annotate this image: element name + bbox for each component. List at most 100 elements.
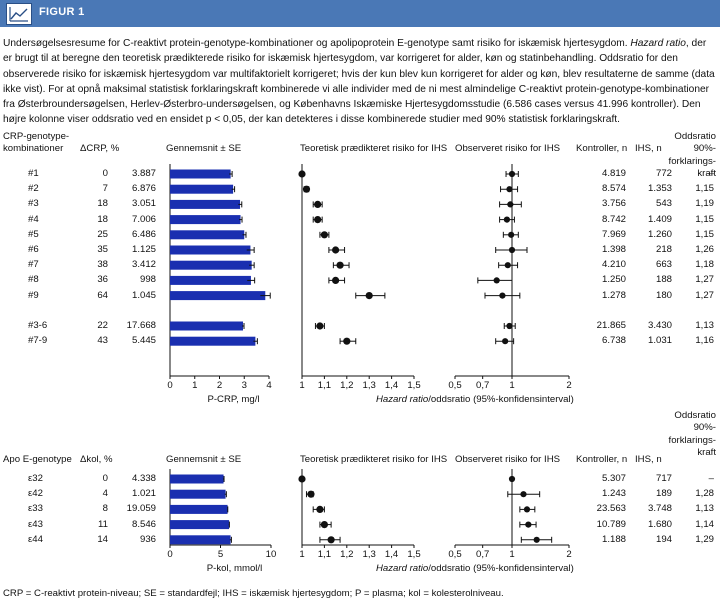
row-controls: 5.307	[601, 473, 626, 484]
mean-bar	[170, 489, 226, 499]
theoretical-point	[314, 200, 322, 208]
axis-label-italic: Hazard ratio	[376, 563, 429, 574]
mean-bar	[170, 321, 244, 331]
theoretical-point	[320, 231, 328, 239]
row-delta: 14	[97, 533, 108, 545]
row-controls: 21.865	[596, 320, 626, 331]
row-label: ε42	[28, 488, 43, 500]
row-controls: 1.398	[601, 244, 626, 255]
theoretical-point	[327, 536, 335, 544]
column-header-ihs: IHS, n	[635, 454, 662, 465]
row-n: 3.887	[131, 168, 156, 179]
row-delta: 18	[97, 198, 108, 210]
row-power: 1,14	[695, 518, 714, 530]
caption-segment: , der er brugt til at beregne den teoret…	[3, 38, 715, 126]
row-delta: 0	[102, 473, 108, 484]
column-header-controls: Kontroller, n	[576, 454, 628, 465]
row-label: #7-9	[28, 335, 48, 347]
row-power: 1,19	[695, 198, 714, 210]
row-ihs: 3.430	[647, 320, 672, 331]
row-ihs: 717	[655, 473, 672, 484]
row-controls: 1.243	[601, 488, 626, 500]
row-n: 3.051	[131, 198, 156, 210]
observed-tick-label: 2	[566, 380, 572, 391]
row-controls: 4.819	[601, 168, 626, 179]
theoretical-tick-label: 1,2	[340, 549, 354, 560]
bar-axis-label: P-kol, mmol/l	[206, 563, 263, 574]
row-n: 1.021	[131, 488, 156, 500]
theoretical-tick-label: 1	[299, 380, 305, 391]
row-power: 1,16	[695, 335, 714, 347]
row-label: ε33	[28, 503, 43, 515]
row-n: 1.125	[131, 244, 156, 255]
bar-axis-label: P-CRP, mg/l	[207, 394, 260, 405]
mean-bar	[170, 169, 231, 179]
row-delta: 4	[102, 488, 108, 500]
theoretical-point	[307, 490, 315, 498]
row-label: #3	[28, 198, 39, 210]
row-ihs: 1.031	[647, 335, 672, 347]
row-ihs: 1.260	[647, 228, 672, 240]
theoretical-point	[302, 185, 311, 193]
row-ihs: 218	[655, 244, 672, 255]
observed-point	[504, 262, 511, 269]
row-delta: 8	[102, 503, 108, 515]
row-label: #1	[28, 168, 39, 179]
theoretical-tick-label: 1,4	[384, 549, 399, 560]
row-ihs: 1.680	[647, 518, 672, 530]
observed-point	[506, 322, 513, 330]
observed-tick-label: 1	[509, 549, 515, 560]
observed-point	[508, 231, 515, 238]
row-n: 6.876	[131, 183, 156, 195]
theoretical-tick-label: 1,1	[317, 380, 332, 391]
bar-tick-label: 4	[266, 380, 272, 391]
row-controls: 7.969	[601, 228, 626, 240]
row-n: 4.338	[131, 473, 156, 484]
theoretical-point	[332, 246, 340, 254]
mean-bar	[170, 336, 256, 346]
caption-segment: Hazard ratio	[630, 38, 686, 49]
column-header-delta: ΔCRP, %	[80, 143, 120, 154]
theoretical-tick-label: 1,2	[340, 380, 354, 391]
mean-bar	[170, 504, 228, 514]
axis-label-rest: /oddsratio (95%-konfidensinterval)	[428, 394, 574, 405]
bar-tick-label: 1	[192, 380, 198, 391]
row-delta: 64	[97, 289, 108, 301]
mean-bar	[170, 520, 230, 530]
mean-bar	[170, 535, 231, 545]
observed-tick-label: 0,7	[475, 549, 490, 560]
row-n: 6.486	[131, 228, 156, 240]
observed-point	[493, 277, 500, 284]
bar-tick-label: 0	[167, 549, 173, 560]
row-power: 1,27	[695, 274, 714, 286]
row-label: #4	[28, 213, 39, 225]
row-controls: 6.738	[601, 335, 626, 347]
mean-bar	[170, 245, 251, 255]
theoretical-tick-label: 1	[299, 549, 305, 560]
column-header-power: Oddsratio 90%- forklarings- kraft	[668, 131, 716, 179]
column-header-ihs: IHS, n	[635, 143, 662, 154]
theoretical-point	[365, 292, 373, 300]
bar-tick-label: 3	[241, 380, 247, 391]
axis-label-italic: Hazard ratio	[376, 394, 429, 405]
row-ihs: 189	[655, 488, 672, 500]
row-delta: 18	[97, 213, 108, 225]
column-header-delta: Δkol, %	[80, 454, 113, 465]
row-label: #5	[28, 228, 39, 240]
row-power: 1,15	[695, 183, 714, 195]
observed-point	[508, 170, 516, 178]
mean-bar	[170, 230, 245, 240]
row-n: 17.668	[126, 320, 156, 331]
mean-bar	[170, 291, 266, 301]
observed-tick-label: 0,5	[448, 380, 462, 391]
bar-tick-label: 10	[265, 549, 277, 560]
observed-point	[502, 338, 509, 345]
row-n: 5.445	[131, 335, 156, 347]
row-n: 3.412	[131, 259, 156, 271]
figure-title: FIGUR 1	[39, 6, 85, 18]
row-ihs: 543	[655, 198, 672, 210]
observed-point	[525, 521, 532, 528]
observed-point	[503, 216, 511, 223]
observed-point	[533, 536, 540, 543]
theoretical-point	[316, 505, 324, 513]
